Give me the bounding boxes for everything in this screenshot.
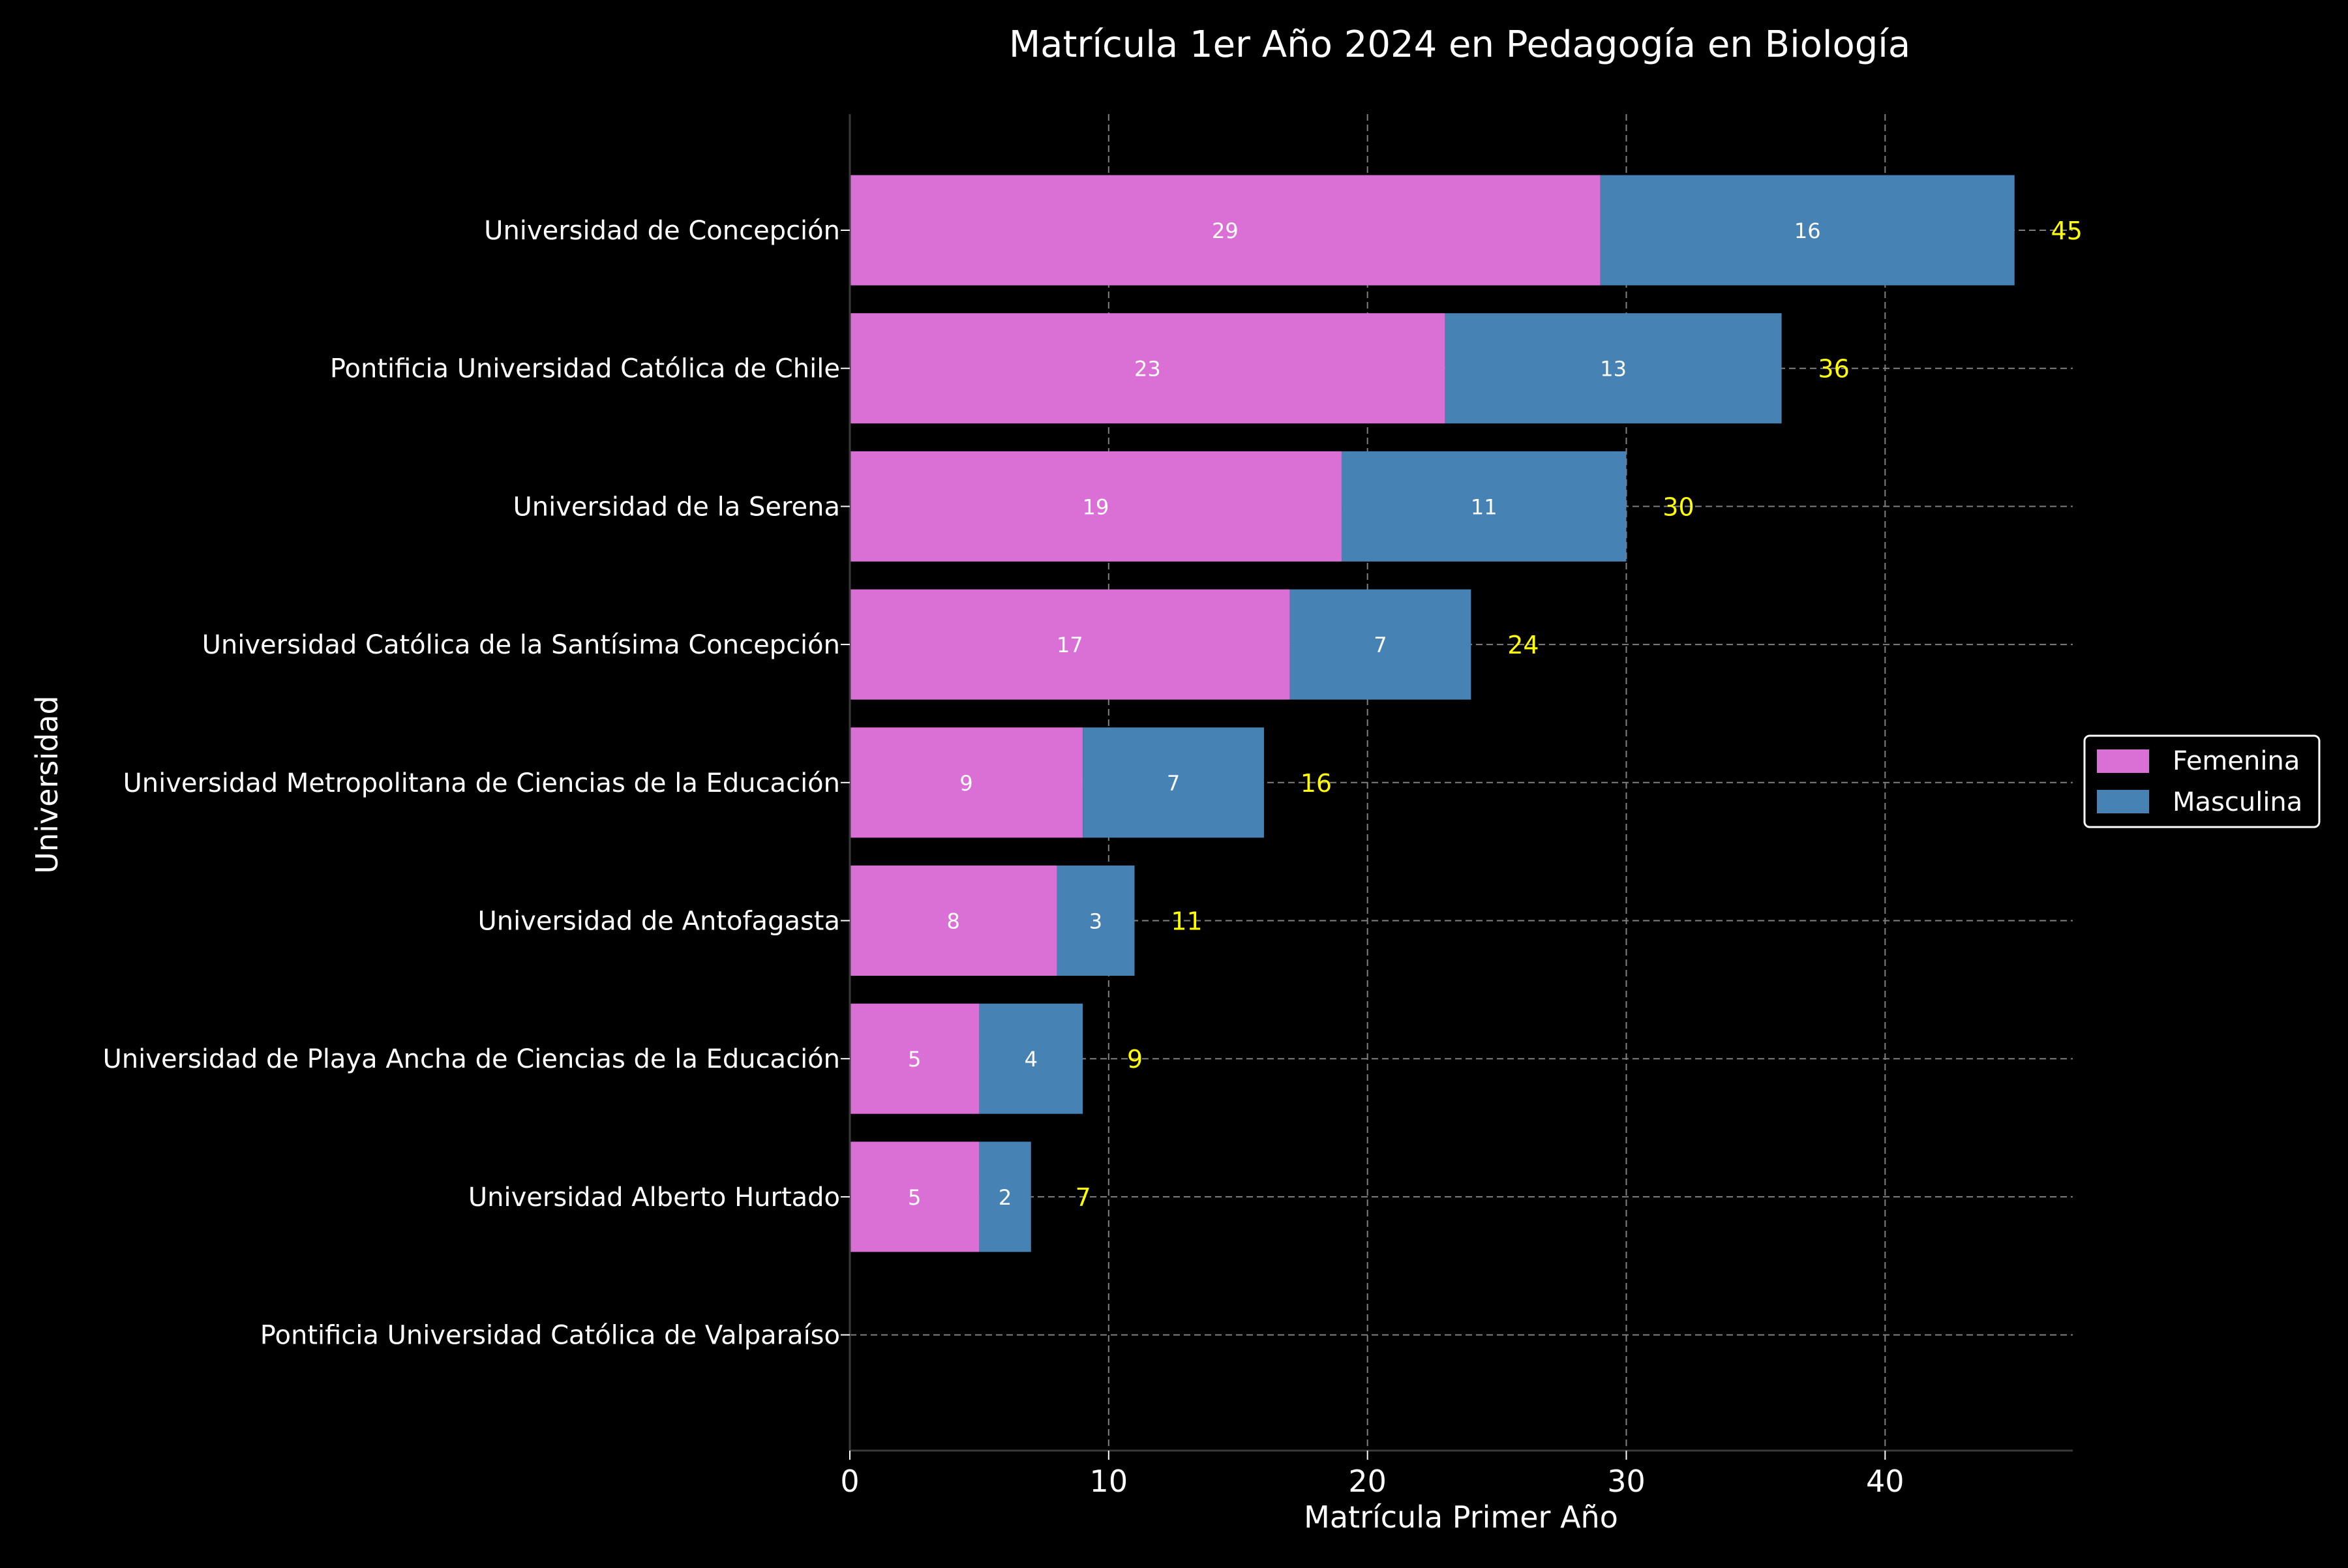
- bar-femenina: [850, 1141, 980, 1252]
- x-axis-label: Matrícula Primer Año: [1304, 1500, 1618, 1535]
- bars: [850, 175, 2015, 1252]
- bar-masculina: [979, 1141, 1031, 1252]
- bar-femenina: [850, 589, 1290, 700]
- bar-value-label: 9: [959, 771, 972, 796]
- y-tick-label: Universidad Metropolitana de Ciencias de…: [123, 768, 840, 798]
- legend-swatch-femenina: [2097, 749, 2149, 773]
- bar-masculina: [1445, 313, 1782, 424]
- x-tick-label: 0: [840, 1464, 859, 1499]
- bar-value-label: 5: [908, 1047, 921, 1072]
- y-tick-label: Universidad de la Serena: [513, 492, 840, 522]
- y-tick-label: Pontificia Universidad Católica de Chile: [330, 354, 840, 384]
- bar-value-label: 4: [1025, 1047, 1038, 1072]
- total-label: 7: [1076, 1183, 1091, 1212]
- total-label: 45: [2051, 217, 2083, 245]
- y-tick-label: Universidad Alberto Hurtado: [468, 1183, 840, 1213]
- bar-value-label: 3: [1089, 909, 1102, 934]
- bar-value-label: 8: [947, 909, 960, 934]
- x-tick-label: 40: [1866, 1464, 1904, 1499]
- bar-femenina: [850, 866, 1057, 976]
- y-tick-label: Pontificia Universidad Católica de Valpa…: [260, 1321, 840, 1351]
- y-tick-label: Universidad de Playa Ancha de Ciencias d…: [103, 1044, 840, 1074]
- y-tick-label: Universidad de Antofagasta: [477, 907, 840, 937]
- bar-value-label: 17: [1057, 633, 1083, 657]
- total-label: 11: [1171, 907, 1202, 936]
- bar-value-label: 19: [1083, 494, 1109, 519]
- bar-femenina: [850, 1003, 980, 1114]
- bar-femenina: [850, 451, 1342, 562]
- total-label: 36: [1818, 355, 1849, 384]
- chart-title: Matrícula 1er Año 2024 en Pedagogía en B…: [1009, 23, 1910, 66]
- legend-swatch-masculina: [2097, 790, 2149, 813]
- bar-masculina: [1083, 727, 1264, 838]
- bar-femenina: [850, 175, 1601, 286]
- x-tick-label: 20: [1348, 1464, 1387, 1499]
- bar-value-label: 5: [908, 1185, 921, 1210]
- total-label: 30: [1663, 492, 1694, 521]
- x-tick-label: 30: [1607, 1464, 1646, 1499]
- bar-value-label: 7: [1167, 771, 1180, 796]
- bar-femenina: [850, 727, 1083, 838]
- bar-value-label: 23: [1134, 357, 1161, 382]
- y-tick-label: Universidad Católica de la Santísima Con…: [202, 630, 840, 660]
- total-label: 16: [1301, 769, 1332, 798]
- bar-femenina: [850, 313, 1445, 424]
- x-tick-label: 10: [1090, 1464, 1128, 1499]
- legend-label-masculina: Masculina: [2173, 787, 2302, 817]
- bar-value-label: 16: [1794, 219, 1821, 243]
- bar-value-label: 7: [1374, 633, 1387, 657]
- x-axis-ticks: 0 10 20 30 40: [840, 1451, 1904, 1499]
- bar-masculina: [1600, 175, 2015, 286]
- bar-value-label: 29: [1212, 219, 1239, 243]
- bar-value-label: 11: [1471, 494, 1498, 519]
- total-label: 9: [1127, 1045, 1143, 1074]
- bar-value-label: 13: [1600, 357, 1627, 382]
- bar-masculina: [1289, 589, 1471, 700]
- bar-masculina: [1341, 451, 1627, 562]
- y-tick-label: Universidad de Concepción: [484, 216, 840, 246]
- legend: Femenina Masculina: [2083, 734, 2321, 828]
- bar-masculina: [1057, 866, 1135, 976]
- bar-masculina: [979, 1003, 1083, 1114]
- data-labels: 29 16 45 23 13 36 19 11 30 17 7 24 9 7 16 8 3 11 5 4 9 5 2 7: [908, 217, 2083, 1212]
- total-label: 24: [1507, 631, 1539, 659]
- bar-value-label: 2: [999, 1185, 1012, 1210]
- legend-label-femenina: Femenina: [2173, 746, 2300, 776]
- y-axis-label: Universidad: [29, 695, 65, 873]
- y-axis-ticks: Universidad de Concepción Pontificia Univ…: [103, 216, 850, 1351]
